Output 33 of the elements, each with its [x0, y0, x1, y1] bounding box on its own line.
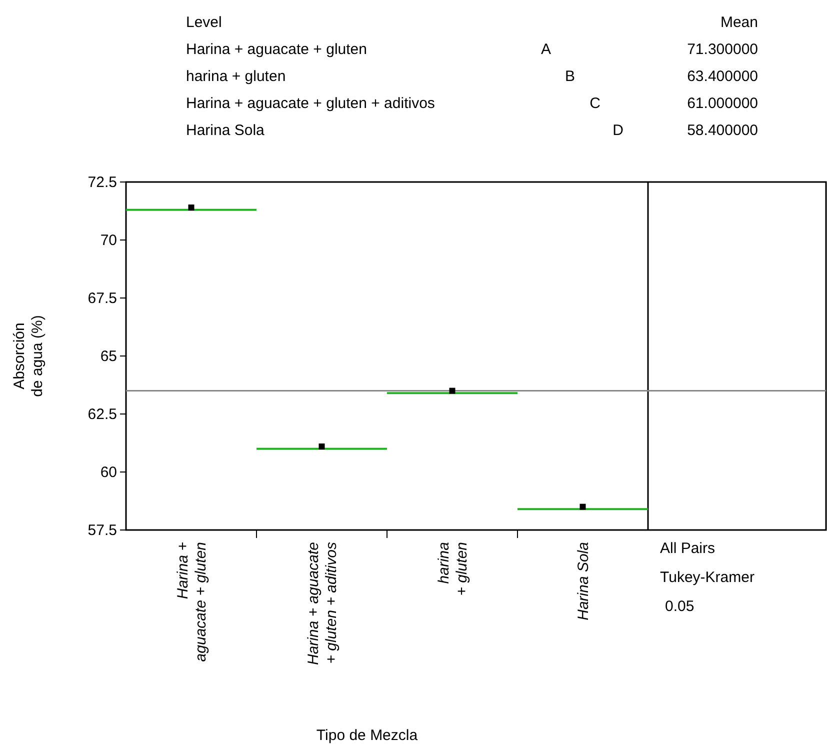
y-axis-title: Absorción de agua (%) [11, 315, 46, 397]
point [188, 204, 194, 211]
text: C [590, 95, 601, 112]
text: D [612, 122, 624, 139]
category-label: Harina + aguacate + gluten [186, 41, 367, 58]
text: 58.400000 [687, 122, 758, 139]
y-tick-label: 70 [100, 232, 117, 249]
text: 63.400000 [687, 68, 758, 85]
text: B [564, 68, 576, 85]
category-label: harina + gluten [186, 68, 286, 85]
category-label: Harina Sola [186, 122, 266, 139]
text: All Pairs [660, 540, 716, 557]
text: Tukey-Kramer [660, 569, 754, 586]
point [580, 504, 586, 510]
x-tick-label: Harina Sola [574, 542, 592, 620]
text: 0.05 [665, 598, 694, 615]
y-tick-label: 60 [100, 464, 117, 481]
y-tick-label: 62.5 [88, 406, 117, 423]
text: Level [186, 14, 222, 31]
y-tick-label: 65 [100, 348, 117, 365]
point [449, 388, 456, 394]
y-tick-label: 67.5 [88, 290, 117, 307]
y-tick-label: 57.5 [88, 522, 117, 539]
x-axis-title: Tipo de Mezcla [316, 727, 418, 744]
text: Mean [720, 14, 758, 31]
text: 71.300000 [687, 41, 758, 58]
x-tick-label: harina + gluten [435, 542, 470, 596]
y-tick-label: 72.5 [88, 174, 117, 191]
category-label: Harina + aguacate + gluten + aditivos [186, 95, 435, 112]
text: A [540, 41, 552, 58]
point [318, 443, 325, 450]
x-tick-label: Harina + aguacate + gluten [174, 542, 210, 662]
text: 61.000000 [687, 95, 758, 112]
